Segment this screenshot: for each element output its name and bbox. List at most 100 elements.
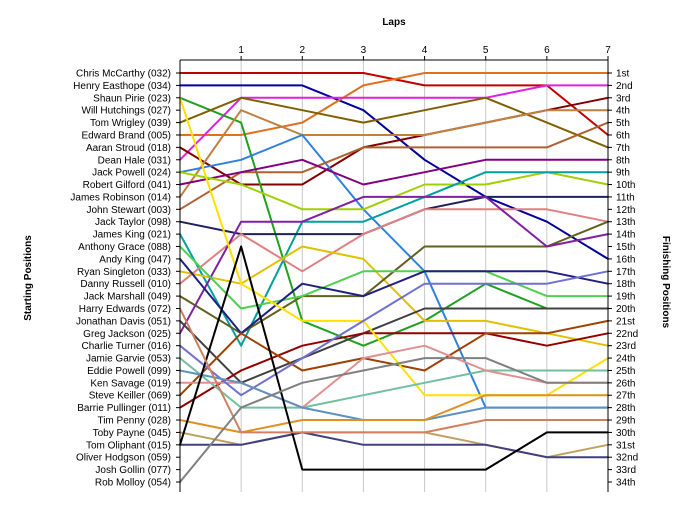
finishing-label-8: 8th: [616, 155, 630, 166]
finishing-label-12: 12th: [616, 205, 635, 216]
series-line-8: [179, 109, 609, 198]
x-tick-label-4: 4: [422, 45, 428, 56]
x-tick-label-1: 1: [238, 45, 244, 56]
starting-label-13: Jack Taylor (098): [95, 217, 171, 228]
finishing-label-25: 25th: [616, 366, 635, 377]
series-line-26: [179, 344, 609, 409]
starting-label-25: Eddie Powell (099): [87, 366, 171, 377]
starting-label-24: Jamie Garvie (053): [86, 354, 171, 365]
series-line-21: [179, 307, 609, 384]
series-line-3: [179, 72, 609, 136]
finishing-label-11: 11th: [616, 192, 635, 203]
starting-label-28: Barrie Pullinger (011): [77, 403, 171, 414]
finishing-label-34: 34th: [616, 478, 635, 489]
starting-label-34: Rob Molloy (054): [95, 478, 171, 489]
finishing-label-4: 4th: [616, 106, 630, 117]
starting-label-27: Steve Keiller (069): [89, 391, 171, 402]
starting-label-19: Jack Marshall (049): [84, 292, 171, 303]
starting-label-11: James Robinson (014): [70, 192, 171, 203]
finishing-label-21: 21st: [616, 316, 635, 327]
series-line-17: [179, 220, 609, 335]
finishing-label-3: 3rd: [616, 93, 630, 104]
starting-label-4: Will Hutchings (027): [82, 106, 171, 117]
finishing-label-15: 15th: [616, 242, 635, 253]
x-axis-title: Laps: [382, 17, 406, 28]
finishing-label-13: 13th: [616, 217, 635, 228]
starting-label-16: Andy King (047): [99, 254, 171, 265]
series-line-10: [179, 121, 609, 211]
series-line-18: [179, 195, 609, 335]
series-line-31: [179, 431, 609, 459]
starting-label-15: Anthony Grace (088): [78, 242, 171, 253]
finishing-label-20: 20th: [616, 304, 635, 315]
starting-label-18: Danny Russell (010): [80, 279, 171, 290]
finishing-label-33: 33rd: [616, 465, 636, 476]
series-line-4: [179, 84, 609, 161]
finishing-label-17: 17th: [616, 267, 635, 278]
starting-label-31: Tom Oliphant (015): [86, 440, 171, 451]
starting-label-26: Ken Savage (019): [90, 378, 171, 389]
series-line-1: [179, 72, 609, 136]
x-tick-label-7: 7: [605, 45, 611, 56]
x-tick-label-6: 6: [544, 45, 550, 56]
axis-layer: [176, 56, 612, 492]
series-line-22: [179, 332, 609, 409]
finishing-label-18: 18th: [616, 279, 635, 290]
starting-label-5: Tom Wrigley (039): [90, 118, 171, 129]
finishing-label-29: 29th: [616, 416, 635, 427]
grid-layer: [240, 60, 548, 492]
starting-label-7: Aaran Stroud (018): [86, 143, 171, 154]
series-line-7: [179, 96, 609, 149]
starting-label-3: Shaun Pirie (023): [93, 93, 171, 104]
series-line-25: [179, 357, 609, 409]
finishing-label-1: 1st: [616, 69, 630, 80]
starting-label-30: Toby Payne (045): [93, 428, 171, 439]
series-line-29: [179, 394, 609, 434]
finishing-label-23: 23rd: [616, 341, 636, 352]
finishing-label-28: 28th: [616, 403, 635, 414]
series-line-15: [179, 208, 609, 285]
finishing-label-14: 14th: [616, 230, 635, 241]
starting-label-6: Edward Brand (005): [82, 130, 172, 141]
label-layer: 1 2 3 4 5 6 7 Chris McCarthy (032)Henry Easthop…: [70, 45, 638, 489]
series-line-16: [179, 245, 609, 347]
starting-label-12: John Stewart (003): [87, 205, 172, 216]
series-line-20: [179, 257, 609, 335]
series-line-11: [179, 158, 609, 186]
finishing-label-7: 7th: [616, 143, 630, 154]
right-axis-title: Finishing Positions: [660, 236, 671, 329]
starting-label-32: Oliver Hodgson (059): [76, 453, 171, 464]
starting-label-1: Chris McCarthy (032): [76, 69, 171, 80]
finishing-label-9: 9th: [616, 168, 630, 179]
starting-label-20: Harry Edwards (072): [79, 304, 171, 315]
starting-label-17: Ryan Singleton (033): [77, 267, 171, 278]
x-tick-label-3: 3: [361, 45, 367, 56]
x-tick-label-2: 2: [300, 45, 306, 56]
series-line-34: [179, 357, 609, 483]
series-layer: [179, 72, 609, 483]
finishing-label-26: 26th: [616, 378, 635, 389]
starting-label-22: Greg Jackson (025): [83, 329, 171, 340]
finishing-label-30: 30th: [616, 428, 635, 439]
left-axis-title: Starting Positions: [23, 235, 34, 321]
finishing-label-16: 16th: [616, 254, 635, 265]
series-line-32: [179, 245, 609, 471]
finishing-label-24: 24th: [616, 354, 635, 365]
starting-label-21: Jonathan Davis (051): [76, 316, 171, 327]
finishing-label-31: 31st: [616, 440, 635, 451]
finishing-label-22: 22nd: [616, 329, 638, 340]
starting-label-29: Tim Penny (028): [97, 416, 171, 427]
series-line-14: [179, 195, 609, 236]
series-line-27: [179, 270, 609, 397]
finishing-label-5: 5th: [616, 118, 630, 129]
starting-label-10: Robert Gilford (041): [83, 180, 171, 191]
finishing-label-19: 19th: [616, 292, 635, 303]
x-tick-label-5: 5: [483, 45, 489, 56]
starting-label-33: Josh Gollin (077): [95, 465, 171, 476]
starting-label-14: James King (021): [93, 230, 171, 241]
starting-label-2: Henry Easthope (034): [73, 81, 171, 92]
finishing-label-6: 6th: [616, 130, 630, 141]
starting-label-23: Charlie Turner (016): [82, 341, 171, 352]
